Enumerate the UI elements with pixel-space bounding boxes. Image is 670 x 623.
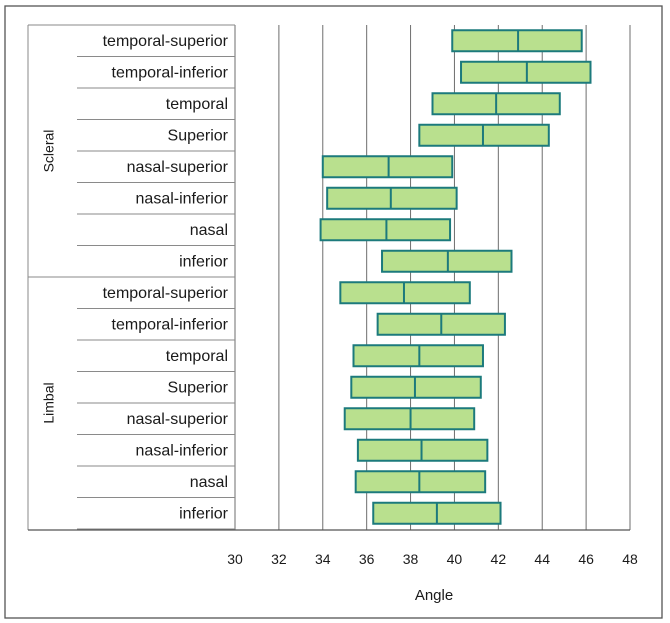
- group-labels: Scleral Limbal: [41, 130, 57, 424]
- box-iqr: [350, 375, 482, 399]
- row-label: nasal-inferior: [136, 190, 229, 207]
- box-iqr: [418, 123, 550, 147]
- x-axis: 30 32 34 36 38 40 42 44 46 48: [28, 529, 638, 567]
- box-iqr: [354, 470, 487, 494]
- row-label: inferior: [179, 505, 229, 522]
- box-iqr: [460, 60, 592, 84]
- x-tick-label: 30: [227, 551, 243, 567]
- x-tick-label: 40: [447, 551, 463, 567]
- row-label: temporal-inferior: [112, 64, 229, 81]
- group-label: Limbal: [41, 382, 57, 423]
- box-iqr: [343, 407, 476, 431]
- row-label: inferior: [179, 253, 229, 270]
- row-label: nasal: [190, 222, 228, 239]
- x-tick-label: 34: [315, 551, 331, 567]
- row-label: nasal-superior: [127, 411, 229, 428]
- row-label: temporal: [166, 348, 228, 365]
- chart-frame: [4, 5, 663, 619]
- box-iqr: [326, 186, 458, 210]
- row-label: nasal-superior: [127, 159, 229, 176]
- x-tick-label: 38: [403, 551, 419, 567]
- box-iqr: [321, 155, 454, 179]
- group-label: Scleral: [41, 130, 57, 173]
- box-iqr: [356, 438, 489, 462]
- x-tick-label: 48: [622, 551, 638, 567]
- x-tick-label: 46: [578, 551, 594, 567]
- x-tick-label: 36: [359, 551, 375, 567]
- box-iqr: [339, 281, 471, 305]
- row-label: nasal-inferior: [136, 442, 229, 459]
- row-label: temporal-superior: [103, 285, 229, 302]
- row-label: Superior: [168, 127, 229, 144]
- x-axis-title: Angle: [415, 587, 453, 604]
- row-label: temporal-superior: [103, 33, 229, 50]
- row-label: temporal-inferior: [112, 316, 229, 333]
- box-iqr: [319, 218, 452, 242]
- x-tick-label: 32: [271, 551, 287, 567]
- x-tick-label: 42: [491, 551, 507, 567]
- box-iqr: [451, 29, 583, 53]
- row-label: nasal: [190, 474, 228, 491]
- box-series: [319, 29, 592, 525]
- box-iqr: [381, 249, 513, 273]
- row-separators: [27, 24, 235, 530]
- x-tick-label: 44: [534, 551, 550, 567]
- box-iqr: [352, 344, 484, 368]
- row-labels: temporal-superior temporal-inferior tempor…: [103, 33, 229, 523]
- row-label: Superior: [168, 379, 229, 396]
- row-label: temporal: [166, 96, 228, 113]
